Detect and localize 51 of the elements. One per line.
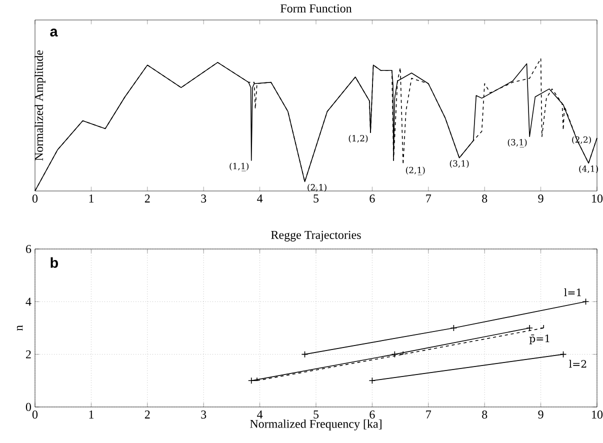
- series-label: p̄=1: [529, 334, 550, 344]
- point: [391, 350, 398, 358]
- x-tick-label: 4: [257, 410, 263, 418]
- annotation: (4,1): [579, 165, 598, 174]
- annotation: (2,1̲): [406, 166, 425, 176]
- annotation: (1,2): [348, 134, 368, 143]
- point: [301, 350, 308, 358]
- x-tick-label: 8: [482, 194, 488, 203]
- x-tick-label: 7: [426, 194, 432, 202]
- x-tick-label: 3: [201, 194, 206, 203]
- x-tick-label: 4: [257, 194, 263, 202]
- y-tick-label: 2: [26, 350, 31, 358]
- annotation: (3,1): [450, 160, 469, 168]
- point: [248, 377, 255, 384]
- point: [526, 324, 533, 332]
- x-tick-label: 5: [314, 410, 319, 418]
- x-tick-label: 5: [314, 194, 319, 202]
- x-tick-label: 1: [89, 194, 94, 202]
- x-tick-label: 2: [144, 410, 150, 418]
- point: [582, 298, 590, 306]
- y-tick-label: 0: [26, 402, 32, 412]
- x-tick-label: 0: [32, 194, 38, 203]
- x-tick-label: 0: [32, 410, 38, 419]
- annotation: (1,1̲): [230, 162, 248, 172]
- x-tick-label: 8: [482, 410, 488, 419]
- x-tick-label: 6: [370, 410, 375, 419]
- x-axis-title: Normalized Frequency [ka]: [250, 419, 382, 430]
- x-tick-label: 6: [370, 194, 375, 203]
- x-tick-label: 9: [538, 194, 544, 203]
- annotation: (2,1): [308, 184, 326, 192]
- annotation: (3,1̲): [508, 138, 527, 148]
- point: [450, 324, 458, 332]
- annotation: b: [50, 257, 58, 268]
- y-axis-title: Normalized Amplitude: [34, 50, 46, 161]
- series-label: l=1: [564, 288, 581, 296]
- x-tick-label: 9: [538, 410, 544, 419]
- y-tick-label: 4: [26, 298, 32, 306]
- x-tick-label: 3: [201, 410, 206, 419]
- chart-title: Form Function: [280, 4, 352, 12]
- x-tick-label: 7: [426, 410, 432, 418]
- legend-label: l=2: [569, 360, 586, 368]
- text: a: [50, 28, 58, 37]
- x-tick-label: 10: [592, 410, 603, 419]
- point: [560, 350, 567, 358]
- x-tick-label: 1: [89, 410, 94, 418]
- y-tick-label: 6: [26, 244, 32, 254]
- x-tick-label: 10: [592, 194, 603, 203]
- chart-title: Regge Trajectories: [271, 230, 361, 242]
- y-axis-title: n: [16, 325, 23, 331]
- x-tick-label: 2: [144, 194, 150, 202]
- point: [368, 377, 376, 384]
